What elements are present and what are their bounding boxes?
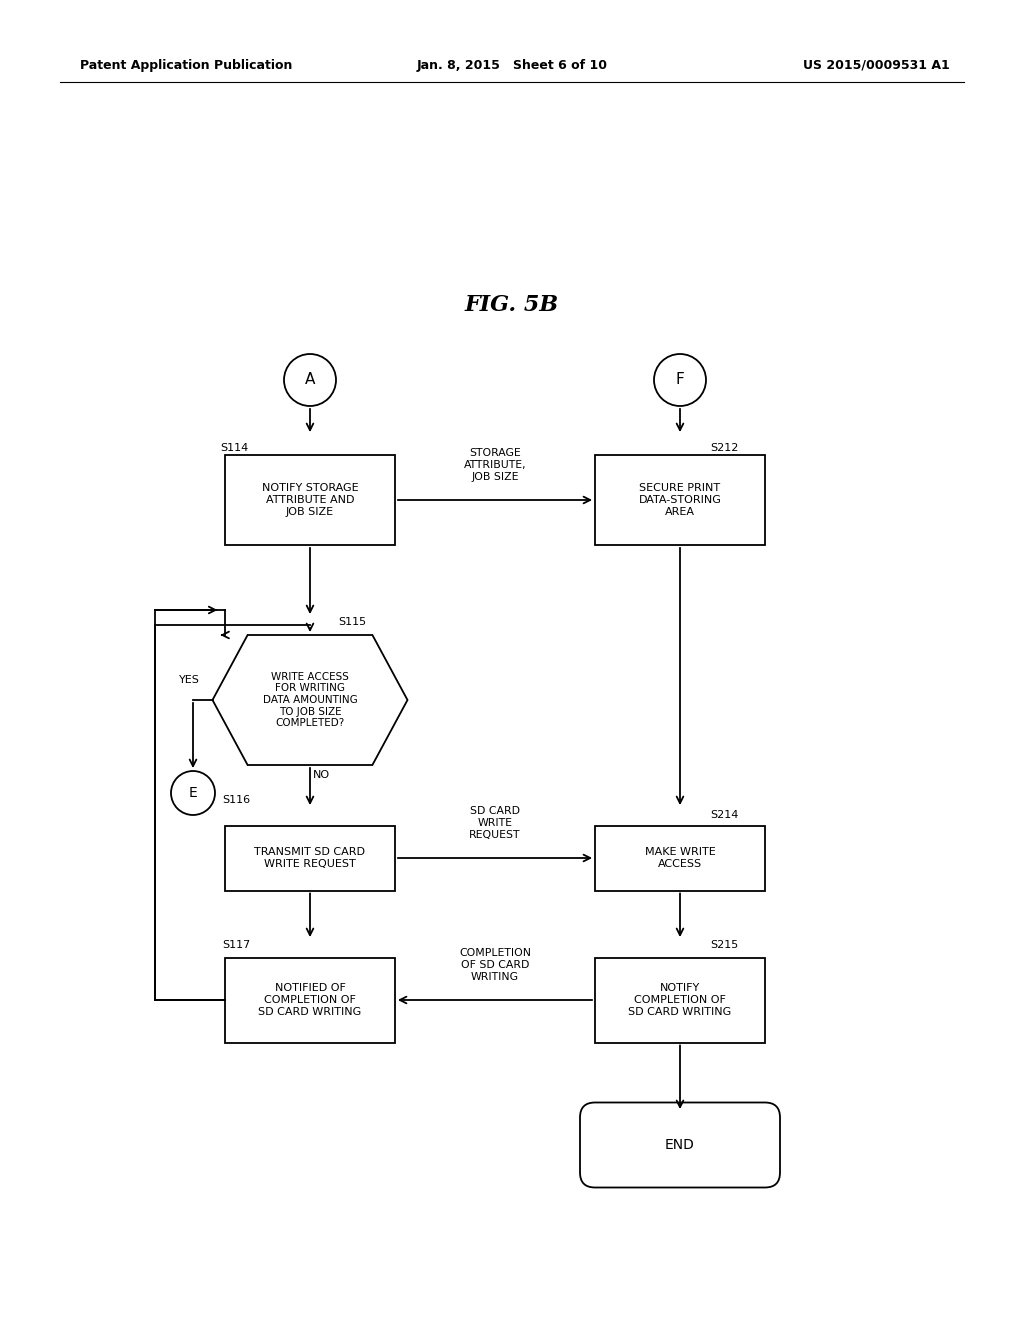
- Text: NO: NO: [313, 770, 330, 780]
- Polygon shape: [213, 635, 408, 766]
- Text: S114: S114: [220, 444, 248, 453]
- Text: S116: S116: [222, 795, 250, 805]
- Text: SD CARD
WRITE
REQUEST: SD CARD WRITE REQUEST: [469, 807, 521, 840]
- Text: A: A: [305, 372, 315, 388]
- FancyBboxPatch shape: [225, 455, 395, 545]
- Text: NOTIFIED OF
COMPLETION OF
SD CARD WRITING: NOTIFIED OF COMPLETION OF SD CARD WRITIN…: [258, 983, 361, 1016]
- Text: Patent Application Publication: Patent Application Publication: [80, 58, 293, 71]
- Text: FIG. 5B: FIG. 5B: [465, 294, 559, 315]
- Circle shape: [171, 771, 215, 814]
- FancyBboxPatch shape: [595, 455, 765, 545]
- Text: END: END: [665, 1138, 695, 1152]
- FancyBboxPatch shape: [580, 1102, 780, 1188]
- Text: WRITE ACCESS
FOR WRITING
DATA AMOUNTING
TO JOB SIZE
COMPLETED?: WRITE ACCESS FOR WRITING DATA AMOUNTING …: [262, 672, 357, 729]
- Circle shape: [654, 354, 706, 407]
- Text: Jan. 8, 2015   Sheet 6 of 10: Jan. 8, 2015 Sheet 6 of 10: [417, 58, 607, 71]
- Text: S215: S215: [710, 940, 738, 950]
- Text: TRANSMIT SD CARD
WRITE REQUEST: TRANSMIT SD CARD WRITE REQUEST: [255, 847, 366, 869]
- Text: E: E: [188, 785, 198, 800]
- Text: S117: S117: [222, 940, 250, 950]
- Text: US 2015/0009531 A1: US 2015/0009531 A1: [803, 58, 950, 71]
- FancyBboxPatch shape: [225, 957, 395, 1043]
- Circle shape: [284, 354, 336, 407]
- FancyBboxPatch shape: [595, 825, 765, 891]
- Text: MAKE WRITE
ACCESS: MAKE WRITE ACCESS: [645, 847, 716, 869]
- Text: COMPLETION
OF SD CARD
WRITING: COMPLETION OF SD CARD WRITING: [459, 948, 531, 982]
- Text: S214: S214: [710, 810, 738, 820]
- Text: NOTIFY STORAGE
ATTRIBUTE AND
JOB SIZE: NOTIFY STORAGE ATTRIBUTE AND JOB SIZE: [262, 483, 358, 516]
- Text: SECURE PRINT
DATA-STORING
AREA: SECURE PRINT DATA-STORING AREA: [639, 483, 722, 516]
- FancyBboxPatch shape: [595, 957, 765, 1043]
- Text: STORAGE
ATTRIBUTE,
JOB SIZE: STORAGE ATTRIBUTE, JOB SIZE: [464, 449, 526, 482]
- Text: YES: YES: [179, 675, 200, 685]
- Text: NOTIFY
COMPLETION OF
SD CARD WRITING: NOTIFY COMPLETION OF SD CARD WRITING: [629, 983, 731, 1016]
- FancyBboxPatch shape: [225, 825, 395, 891]
- Text: S115: S115: [338, 616, 367, 627]
- Text: F: F: [676, 372, 684, 388]
- Text: S212: S212: [710, 444, 738, 453]
